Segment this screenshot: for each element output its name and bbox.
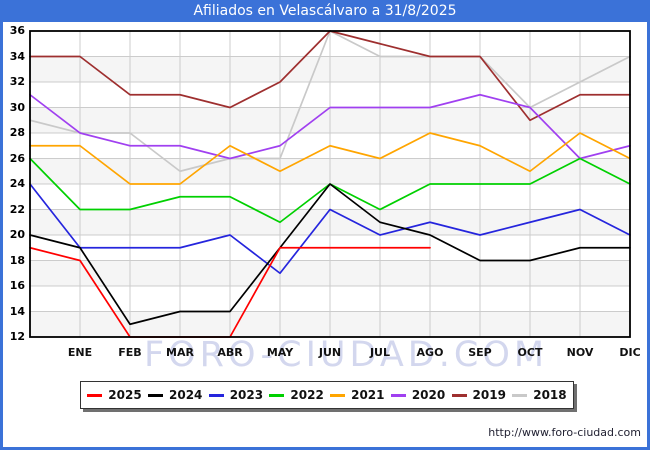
legend-item-2025: 2025: [87, 388, 142, 402]
legend-item-2023: 2023: [208, 388, 264, 402]
chart-canvas: 36 34 32 30 28 26 24 22 20 18 16 14 12 FORO-CIUDAD.C…: [3, 22, 647, 447]
x-axis-tick-label: FEB: [118, 346, 142, 359]
y-axis-tick-label: 36: [9, 24, 25, 37]
x-axis-tick-label: MAY: [266, 346, 294, 359]
y-axis-tick-label: 28: [9, 126, 25, 139]
legend-dash-icon: [390, 393, 406, 397]
y-axis-tick-label: 30: [9, 100, 25, 114]
legend-dash-icon: [269, 393, 285, 397]
legend-item-2018: 2018: [512, 388, 567, 402]
legend-year-label: 2023: [229, 388, 264, 402]
legend: 2025 2024 2023 2022 2021 2020 2019 2018: [80, 381, 574, 409]
legend-year-label: 2022: [290, 388, 324, 402]
y-axis-tick-label: 22: [9, 202, 25, 216]
x-axis-tick-label: AGO: [416, 346, 444, 359]
legend-item-2020: 2020: [390, 388, 446, 402]
x-axis-tick-label: ABR: [217, 346, 243, 359]
legend-item-2024: 2024: [148, 388, 202, 402]
y-axis-tick-label: 18: [9, 253, 25, 267]
plot-area: [29, 30, 631, 338]
series-line-2020: [29, 93, 631, 160]
legend-year-label: 2021: [351, 388, 385, 402]
legend-year-label: 2024: [169, 388, 203, 402]
y-axis-tick-label: 14: [9, 304, 25, 318]
y-axis-tick-label: 12: [9, 330, 25, 343]
y-axis-tick-label: 26: [9, 151, 25, 165]
chart-title: Afiliados en Velascálvaro a 31/8/2025: [0, 0, 650, 22]
y-axis-tick-label: 32: [9, 75, 25, 88]
legend-dash-icon: [330, 393, 346, 397]
legend-dash-icon: [208, 393, 224, 397]
legend-item-2019: 2019: [451, 388, 506, 402]
series-line-2021: [29, 132, 631, 185]
y-axis-tick-label: 24: [9, 177, 25, 190]
footer-url: http://www.foro-ciudad.com: [488, 426, 641, 439]
legend-year-label: 2019: [472, 388, 506, 402]
legend-dash-icon: [512, 393, 528, 397]
legend-item-2022: 2022: [269, 388, 324, 402]
x-axis-tick-label: OCT: [517, 346, 543, 359]
legend-item-2021: 2021: [330, 388, 385, 402]
legend-dash-icon: [148, 393, 163, 397]
x-axis-tick-label: JUL: [369, 346, 391, 359]
legend-year-label: 2018: [533, 388, 567, 402]
x-axis-tick-label: NOV: [566, 346, 594, 359]
x-axis-tick-label: ENE: [67, 346, 93, 359]
legend-year-label: 2025: [108, 388, 142, 402]
series-line-2024: [29, 183, 631, 326]
legend-year-label: 2020: [411, 388, 446, 402]
x-axis-tick-label: MAR: [166, 346, 194, 359]
legend-dash-icon: [451, 393, 467, 397]
y-axis-tick-label: 20: [9, 228, 25, 241]
plot-border: [29, 30, 631, 338]
x-axis-tick-label: SEP: [468, 346, 492, 359]
x-axis-tick-label: JUN: [318, 346, 342, 359]
watermark: FORO-CIUDAD.COM: [144, 335, 549, 375]
legend-dash-icon: [87, 393, 103, 397]
x-axis-tick-label: DIC: [619, 346, 641, 359]
y-axis-tick-label: 16: [9, 279, 25, 292]
y-axis-tick-label: 34: [9, 49, 25, 63]
series-line-2023: [29, 183, 631, 275]
